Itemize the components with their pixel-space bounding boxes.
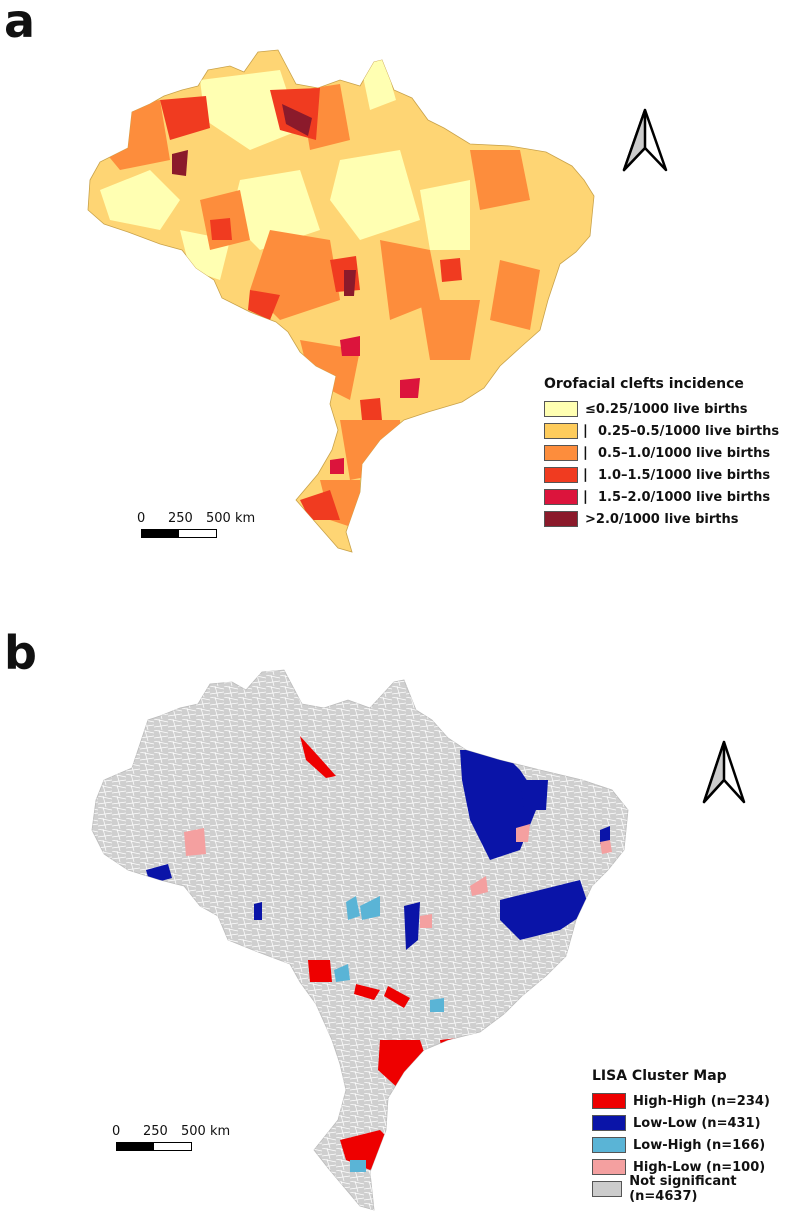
legend-label: ⎸0.5–1.0/1000 live births <box>585 445 771 461</box>
legend-label: Not significant (n=4637) <box>629 1174 737 1204</box>
legend-swatch <box>544 511 578 527</box>
legend-item: ⎸1.5–2.0/1000 live births <box>544 486 779 508</box>
scale-label-500: 500 km <box>181 1124 231 1139</box>
scale-label-500: 500 km <box>206 511 256 526</box>
scale-label-0: 0 <box>137 511 146 526</box>
legend-item: ≤0.25/1000 live births <box>544 398 779 420</box>
legend-incidence: Orofacial clefts incidence ≤0.25/1000 li… <box>544 376 779 530</box>
legend-title: Orofacial clefts incidence <box>544 376 744 392</box>
legend-item: ⎸0.5–1.0/1000 live births <box>544 442 779 464</box>
panel-a: a <box>0 0 788 600</box>
brazil-incidence-map <box>87 49 595 553</box>
legend-label: High-High (n=234) <box>633 1093 770 1109</box>
brazil-lisa-map <box>91 669 629 1211</box>
legend-swatch <box>592 1159 626 1175</box>
legend-swatch <box>592 1137 626 1153</box>
legend-item: High-Low (n=100) <box>592 1156 788 1178</box>
scale-bar-b: 0 250 500 km <box>112 1124 230 1151</box>
legend-item: ⎸0.25–0.5/1000 live births <box>544 420 779 442</box>
legend-title: LISA Cluster Map <box>592 1068 727 1084</box>
panel-b: b <box>0 620 788 1223</box>
legend-label: ⎸0.25–0.5/1000 live births <box>585 423 780 439</box>
legend-item: Low-High (n=166) <box>592 1134 788 1156</box>
legend-item: Low-Low (n=431) <box>592 1112 788 1134</box>
legend-swatch <box>544 423 578 439</box>
legend-swatch <box>592 1093 626 1109</box>
legend-label: ⎸1.5–2.0/1000 live births <box>585 489 771 505</box>
legend-label: Low-High (n=166) <box>633 1137 766 1153</box>
legend-label: High-Low (n=100) <box>633 1159 766 1175</box>
legend-swatch <box>544 401 578 417</box>
north-arrow-icon <box>698 738 750 812</box>
legend-swatch <box>544 467 578 483</box>
legend-label: >2.0/1000 live births <box>585 511 739 527</box>
legend-label: ≤0.25/1000 live births <box>585 401 748 417</box>
scale-bar-a: 0 250 500 km <box>137 511 255 538</box>
legend-item: Not significant (n=4637) <box>592 1174 788 1204</box>
legend-label: Low-Low (n=431) <box>633 1115 761 1131</box>
legend-swatch <box>544 445 578 461</box>
scale-label-250: 250 <box>143 1124 168 1139</box>
panel-a-letter: a <box>4 0 36 48</box>
panel-b-letter: b <box>4 626 37 680</box>
legend-swatch <box>592 1181 623 1197</box>
legend-label: ⎸1.0–1.5/1000 live births <box>585 467 771 483</box>
legend-swatch <box>592 1115 626 1131</box>
scale-label-0: 0 <box>112 1124 121 1139</box>
legend-lisa: LISA Cluster Map High-High (n=234) Low-Lo… <box>592 1068 788 1204</box>
legend-item: ⎸1.0–1.5/1000 live births <box>544 464 779 486</box>
scale-label-250: 250 <box>168 511 193 526</box>
legend-item: High-High (n=234) <box>592 1090 788 1112</box>
legend-item: >2.0/1000 live births <box>544 508 779 530</box>
north-arrow-icon <box>618 106 672 180</box>
legend-swatch <box>544 489 578 505</box>
